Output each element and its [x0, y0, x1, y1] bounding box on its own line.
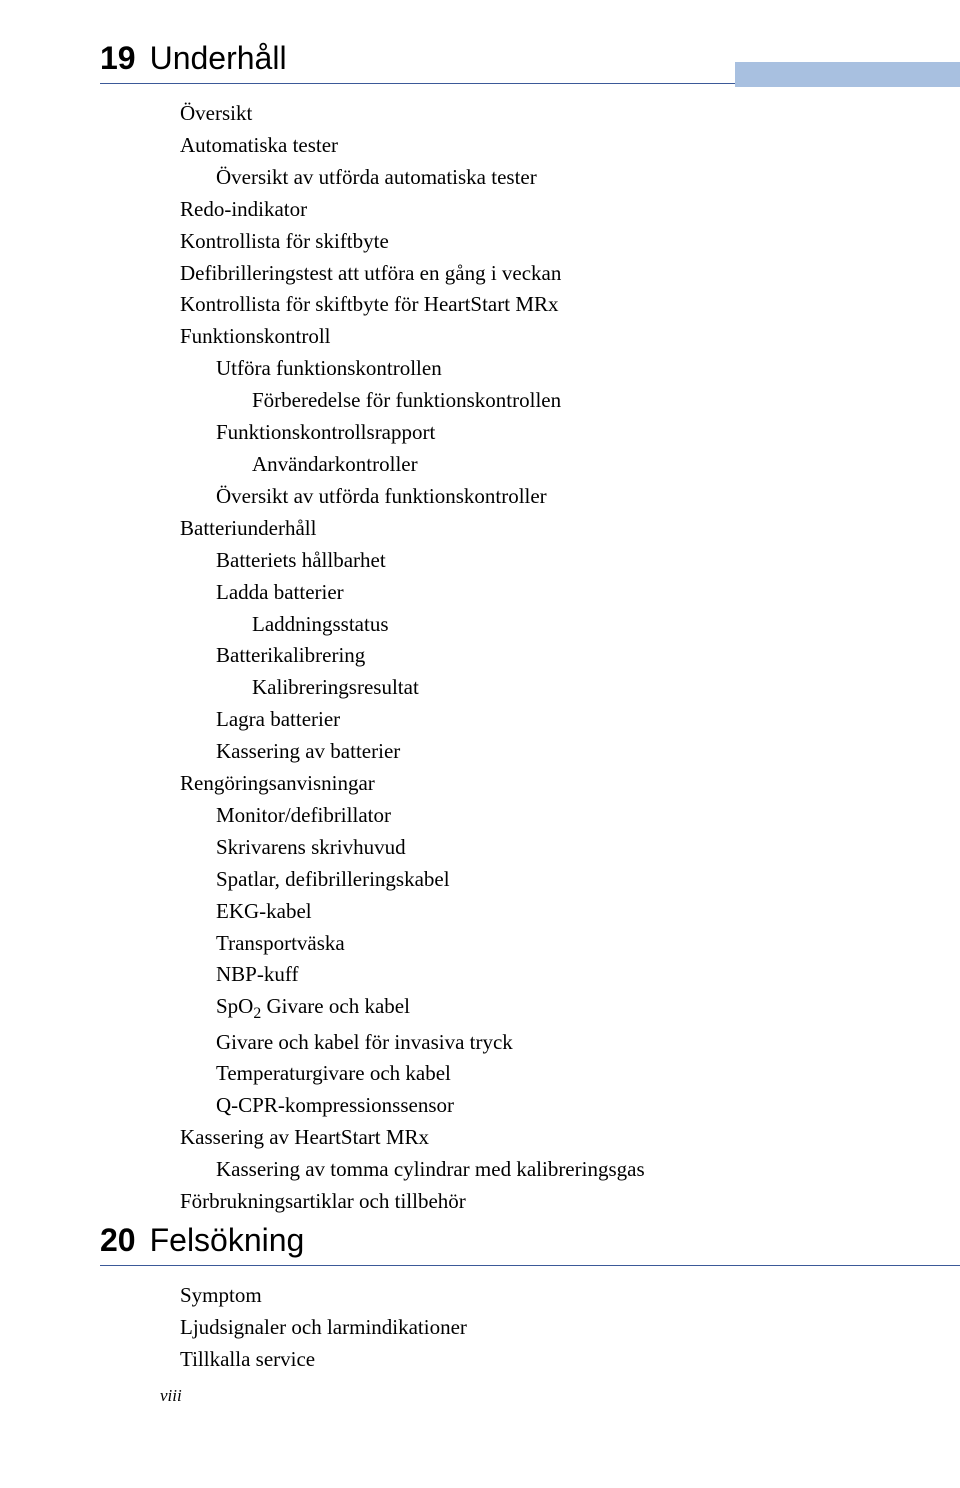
toc-entry-label: Monitor/defibrillator: [216, 800, 391, 832]
toc-entry-label: Förberedelse för funktionskontrollen: [252, 385, 561, 417]
toc-entry-label: Utföra funktionskontrollen: [216, 353, 442, 385]
chapter-20-row: 20 Felsökning 253: [100, 1222, 960, 1259]
toc-entry-label: Kassering av tomma cylindrar med kalibre…: [216, 1154, 645, 1186]
toc-entry-label: Rengöringsanvisningar: [180, 768, 375, 800]
toc-entry-label: NBP-kuff: [216, 959, 298, 991]
toc-entry: Ladda batterier239: [180, 577, 960, 609]
toc-entry-label: Temperaturgivare och kabel: [216, 1058, 451, 1090]
toc-entry: Ljudsignaler och larmindikationer274: [180, 1312, 960, 1344]
toc-entry: Kassering av HeartStart MRx245: [180, 1122, 960, 1154]
toc-entry-label: Kontrollista för skiftbyte: [180, 226, 389, 258]
toc-entry: Transportväska244: [180, 928, 960, 960]
toc-entry-label: Översikt av utförda automatiska tester: [216, 162, 537, 194]
toc-entry: Redo-indikator220: [180, 194, 960, 226]
toc-entry-label: SpO2 Givare och kabel: [216, 991, 410, 1026]
toc-entry: SpO2 Givare och kabel244: [180, 991, 960, 1026]
toc-entry: Kontrollista för skiftbyte221: [180, 226, 960, 258]
chapter-title: Felsökning: [150, 1222, 960, 1259]
toc-entry: Förbrukningsartiklar och tillbehör246: [180, 1186, 960, 1218]
chapter-number: 20: [100, 1222, 136, 1259]
toc-entry-label: Användarkontroller: [252, 449, 418, 481]
toc-entry: Tillkalla service275: [180, 1344, 960, 1376]
page-number-footer: viii: [160, 1386, 182, 1406]
toc-entry: Funktionskontrollsrapport232: [180, 417, 960, 449]
toc-entry: Rengöringsanvisningar242: [180, 768, 960, 800]
chapter-20-items: Symptom254Ljudsignaler och larmindikatio…: [180, 1280, 960, 1376]
toc-entry: Översikt217: [180, 98, 960, 130]
toc-entry-label: Funktionskontroll: [180, 321, 331, 353]
chapter-number: 19: [100, 40, 136, 77]
header-decorative-band: [735, 62, 960, 87]
toc-entry: Kalibreringsresultat240: [180, 672, 960, 704]
toc-entry-label: Översikt av utförda funktionskontroller: [216, 481, 547, 513]
toc-entry: Utföra funktionskontrollen225: [180, 353, 960, 385]
chapter-divider: [100, 1265, 960, 1266]
toc-entry: Temperaturgivare och kabel244: [180, 1058, 960, 1090]
toc-entry: EKG-kabel243: [180, 896, 960, 928]
toc-entry: Automatiska tester218: [180, 130, 960, 162]
toc-entry: Monitor/defibrillator242: [180, 800, 960, 832]
toc-entry-label: Transportväska: [216, 928, 345, 960]
toc-entry-label: Laddningsstatus: [252, 609, 389, 641]
toc-entry-label: Kalibreringsresultat: [252, 672, 419, 704]
toc-entry: Q-CPR-kompressionssensor244: [180, 1090, 960, 1122]
toc-entry-label: Batteriunderhåll: [180, 513, 316, 545]
chapter-19-items: Översikt217Automatiska tester218Översikt…: [180, 98, 960, 1218]
toc-entry: Funktionskontroll224: [180, 321, 960, 353]
toc-entry-label: Defibrilleringstest att utföra en gång i…: [180, 258, 561, 290]
toc-entry: Batteriets hållbarhet238: [180, 545, 960, 577]
toc-entry: Spatlar, defibrilleringskabel243: [180, 864, 960, 896]
toc-entry-label: Översikt: [180, 98, 252, 130]
toc-entry-label: Skrivarens skrivhuvud: [216, 832, 406, 864]
toc-entry-label: Kontrollista för skiftbyte för HeartStar…: [180, 289, 559, 321]
toc-entry: Kassering av tomma cylindrar med kalibre…: [180, 1154, 960, 1186]
toc-entry: Batterikalibrering239: [180, 640, 960, 672]
toc-entry-label: Förbrukningsartiklar och tillbehör: [180, 1186, 466, 1218]
toc-entry: Översikt av utförda funktionskontroller2…: [180, 481, 960, 513]
toc-entry: Användarkontroller233: [180, 449, 960, 481]
toc-entry: Kontrollista för skiftbyte för HeartStar…: [180, 289, 960, 321]
toc-entry-label: Batterikalibrering: [216, 640, 365, 672]
toc-entry-label: Kassering av batterier: [216, 736, 400, 768]
toc-entry-label: Funktionskontrollsrapport: [216, 417, 435, 449]
toc-entry: Översikt av utförda automatiska tester21…: [180, 162, 960, 194]
toc-entry-label: Ladda batterier: [216, 577, 344, 609]
toc-entry: Kassering av batterier241: [180, 736, 960, 768]
toc-entry-label: Batteriets hållbarhet: [216, 545, 386, 577]
toc-entry-label: Kassering av HeartStart MRx: [180, 1122, 429, 1154]
toc-entry: Skrivarens skrivhuvud242: [180, 832, 960, 864]
toc-entry: Defibrilleringstest att utföra en gång i…: [180, 258, 960, 290]
toc-entry: Förberedelse för funktionskontrollen225: [180, 385, 960, 417]
toc-entry-label: Spatlar, defibrilleringskabel: [216, 864, 450, 896]
toc-entry-label: Tillkalla service: [180, 1344, 315, 1376]
toc-entry-label: Redo-indikator: [180, 194, 307, 226]
page-container: 19 Underhåll 217 Översikt217Automatiska …: [100, 40, 960, 1438]
toc-entry: Givare och kabel för invasiva tryck244: [180, 1027, 960, 1059]
toc-entry: NBP-kuff244: [180, 959, 960, 991]
toc-entry: Lagra batterier240: [180, 704, 960, 736]
toc-entry-label: Lagra batterier: [216, 704, 340, 736]
toc-entry: Batteriunderhåll238: [180, 513, 960, 545]
toc-entry-label: Q-CPR-kompressionssensor: [216, 1090, 454, 1122]
toc-entry-label: EKG-kabel: [216, 896, 312, 928]
toc-entry-label: Automatiska tester: [180, 130, 338, 162]
toc-entry-label: Givare och kabel för invasiva tryck: [216, 1027, 513, 1059]
toc-entry-label: Symptom: [180, 1280, 262, 1312]
toc-entry: Laddningsstatus239: [180, 609, 960, 641]
toc-entry: Symptom254: [180, 1280, 960, 1312]
toc-entry-label: Ljudsignaler och larmindikationer: [180, 1312, 467, 1344]
